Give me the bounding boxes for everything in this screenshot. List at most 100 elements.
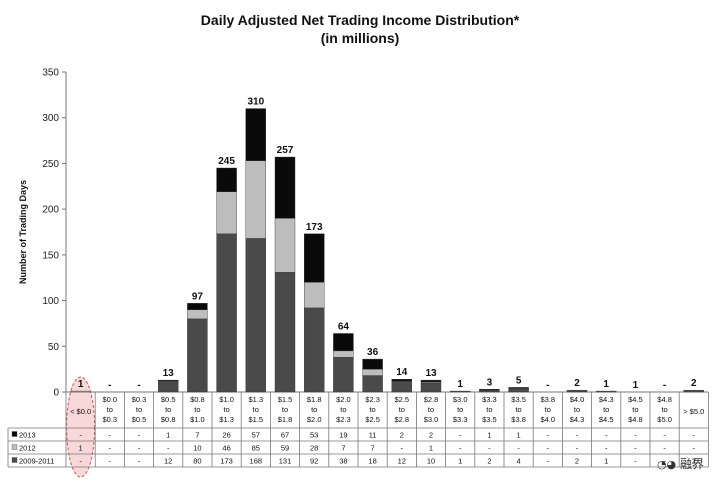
category-label: > $5.0 xyxy=(683,407,704,416)
category-label: $1.0 xyxy=(219,395,234,404)
table-cell: - xyxy=(138,431,141,440)
category-label: to xyxy=(311,405,317,414)
bar-segment-2009-2011 xyxy=(566,389,588,393)
bar-total-label: 36 xyxy=(367,347,379,358)
bar-total-label: 3 xyxy=(487,377,493,388)
y-tick-label: 100 xyxy=(42,296,59,307)
category-label: $3.3 xyxy=(482,395,497,404)
table-cell: 7 xyxy=(195,431,199,440)
bar-segment-2013 xyxy=(274,156,296,219)
bar-segment-2013 xyxy=(216,167,237,192)
bar-segment-2013 xyxy=(304,233,325,283)
table-cell: 1 xyxy=(429,444,433,453)
category-label: $4.8 xyxy=(657,395,672,404)
table-cell: 85 xyxy=(252,444,260,453)
bar-total-label: 1 xyxy=(603,379,609,390)
table-cell: - xyxy=(138,444,141,453)
bar-total-label: 257 xyxy=(277,145,294,156)
category-label: to xyxy=(107,405,113,414)
category-label: $2.8 xyxy=(394,415,409,424)
category-label: to xyxy=(486,405,492,414)
category-label: $4.8 xyxy=(628,415,643,424)
category-label: $2.3 xyxy=(336,415,351,424)
y-tick-label: 300 xyxy=(42,113,59,124)
category-label: to xyxy=(223,405,229,414)
bar-segment-2009-2011 xyxy=(596,390,617,393)
category-label: $1.5 xyxy=(248,415,263,424)
category-label: to xyxy=(632,405,638,414)
bar-segment-2009-2011 xyxy=(450,390,471,393)
category-label: $3.0 xyxy=(424,415,439,424)
table-cell: - xyxy=(663,444,666,453)
bar-total-label: 2 xyxy=(574,378,580,389)
table-cell: 131 xyxy=(279,457,292,466)
bar-segment-2009-2011 xyxy=(508,388,529,393)
table-cell: - xyxy=(576,444,579,453)
table-cell: - xyxy=(459,431,462,440)
bar-total-label: 97 xyxy=(192,291,204,302)
category-label: to xyxy=(282,405,288,414)
category-label: $1.8 xyxy=(307,395,322,404)
table-cell: - xyxy=(79,431,82,440)
table-cell: - xyxy=(605,444,608,453)
table-cell: 11 xyxy=(369,431,377,440)
category-label: to xyxy=(515,405,521,414)
highlight-oval xyxy=(66,376,96,478)
table-cell: 2 xyxy=(487,457,491,466)
y-tick-label: 250 xyxy=(42,159,59,170)
chart-title: Daily Adjusted Net Trading Income Distri… xyxy=(200,12,520,28)
bar-segment-2009-2011 xyxy=(391,380,412,393)
table-cell: - xyxy=(663,457,666,466)
category-label: $0.3 xyxy=(102,415,117,424)
table-cell: 1 xyxy=(166,431,170,440)
table-cell: - xyxy=(459,444,462,453)
bar-total-label: - xyxy=(663,380,666,391)
category-label: $3.3 xyxy=(453,415,468,424)
bar-total-label: 13 xyxy=(163,368,175,379)
bar-total-label: 310 xyxy=(247,97,264,108)
bar-total-label: 2 xyxy=(691,378,697,389)
category-label: $3.5 xyxy=(482,415,497,424)
table-cell: - xyxy=(167,444,170,453)
table-cell: 67 xyxy=(281,431,289,440)
table-cell: - xyxy=(109,431,112,440)
bar-segment-2013 xyxy=(187,303,208,310)
bar-total-label: 64 xyxy=(338,321,350,332)
legend-swatch-2013 xyxy=(11,431,18,437)
chart-subtitle: (in millions) xyxy=(320,30,400,46)
bar-segment-2009-2011 xyxy=(245,238,267,393)
bar-segment-2013 xyxy=(420,379,442,383)
y-tick-label: 350 xyxy=(42,68,59,79)
table-cell: 80 xyxy=(193,457,201,466)
legend-swatch-2009-2011 xyxy=(11,457,18,463)
category-label: to xyxy=(545,405,551,414)
table-cell: - xyxy=(109,457,112,466)
category-label: $2.0 xyxy=(336,395,351,404)
table-cell: - xyxy=(401,444,404,453)
y-tick-label: 0 xyxy=(53,388,59,399)
y-tick-label: 200 xyxy=(42,205,59,216)
bar-segment-2009-2011 xyxy=(274,272,296,393)
bar-segment-2012 xyxy=(216,191,237,235)
table-cell: 53 xyxy=(310,431,318,440)
table-cell: 7 xyxy=(371,444,375,453)
watermark-logo: ◔◕ 融界 xyxy=(657,455,704,472)
bar-segment-2009-2011 xyxy=(362,375,383,393)
table-cell: 1 xyxy=(604,457,608,466)
table-cell: 57 xyxy=(252,431,260,440)
category-label: $2.5 xyxy=(365,415,380,424)
table-cell: 46 xyxy=(222,444,230,453)
table-cell: - xyxy=(576,431,579,440)
table-cell: 38 xyxy=(339,457,347,466)
y-tick-label: 50 xyxy=(48,342,60,353)
table-cell: 173 xyxy=(220,457,233,466)
table-cell: - xyxy=(488,444,491,453)
bar-total-label: - xyxy=(546,380,549,391)
table-cell: - xyxy=(547,457,550,466)
table-cell: 10 xyxy=(193,444,201,453)
bar-segment-2009-2011 xyxy=(216,233,237,393)
table-cell: - xyxy=(547,444,550,453)
category-label: to xyxy=(369,405,375,414)
category-label: to xyxy=(574,405,580,414)
y-axis-title: Number of Trading Days xyxy=(18,180,28,284)
